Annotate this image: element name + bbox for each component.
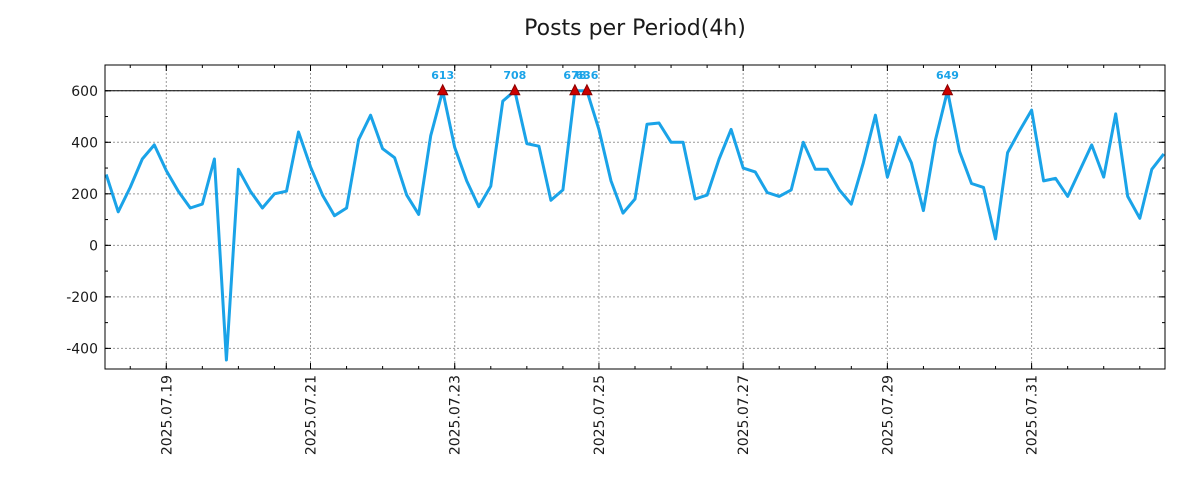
peak-label: 649 <box>936 69 959 82</box>
peak-marker <box>436 83 449 96</box>
tick-layer: -400 -200 0 200 400 600 2025.07.19 2025.07.21 20… <box>66 64 1165 455</box>
y-tick-label: 600 <box>71 84 98 100</box>
x-tick-label: 2025.07.19 <box>159 375 175 455</box>
peak-marker <box>509 83 521 96</box>
grid-layer <box>105 65 1165 369</box>
y-tick-label: 400 <box>71 135 98 151</box>
peak-label: 613 <box>431 69 454 82</box>
series-line-posts <box>104 89 1165 362</box>
y-tick-label: 0 <box>89 238 98 254</box>
x-tick-label: 2025.07.29 <box>880 375 896 455</box>
x-tick-label: 2025.07.27 <box>736 375 752 455</box>
peak-marker <box>581 83 593 96</box>
x-tick-label: 2025.07.25 <box>592 375 608 455</box>
x-tick-label: 2025.07.21 <box>304 375 320 455</box>
peak-marker <box>941 83 954 96</box>
y-tick-label: 200 <box>71 187 98 203</box>
x-tick-label: 2025.07.31 <box>1025 375 1041 455</box>
x-tick-label: 2025.07.23 <box>448 375 464 455</box>
peak-label: 708 <box>503 69 526 82</box>
y-tick-label: -400 <box>66 341 98 357</box>
peak-marker <box>569 83 581 96</box>
peak-label: 636 <box>575 69 598 82</box>
y-tick-label: -200 <box>66 290 98 306</box>
chart-title: Posts per Period(4h) <box>524 16 746 41</box>
plot-frame <box>104 64 1166 370</box>
peak-label: 678 <box>563 69 586 82</box>
